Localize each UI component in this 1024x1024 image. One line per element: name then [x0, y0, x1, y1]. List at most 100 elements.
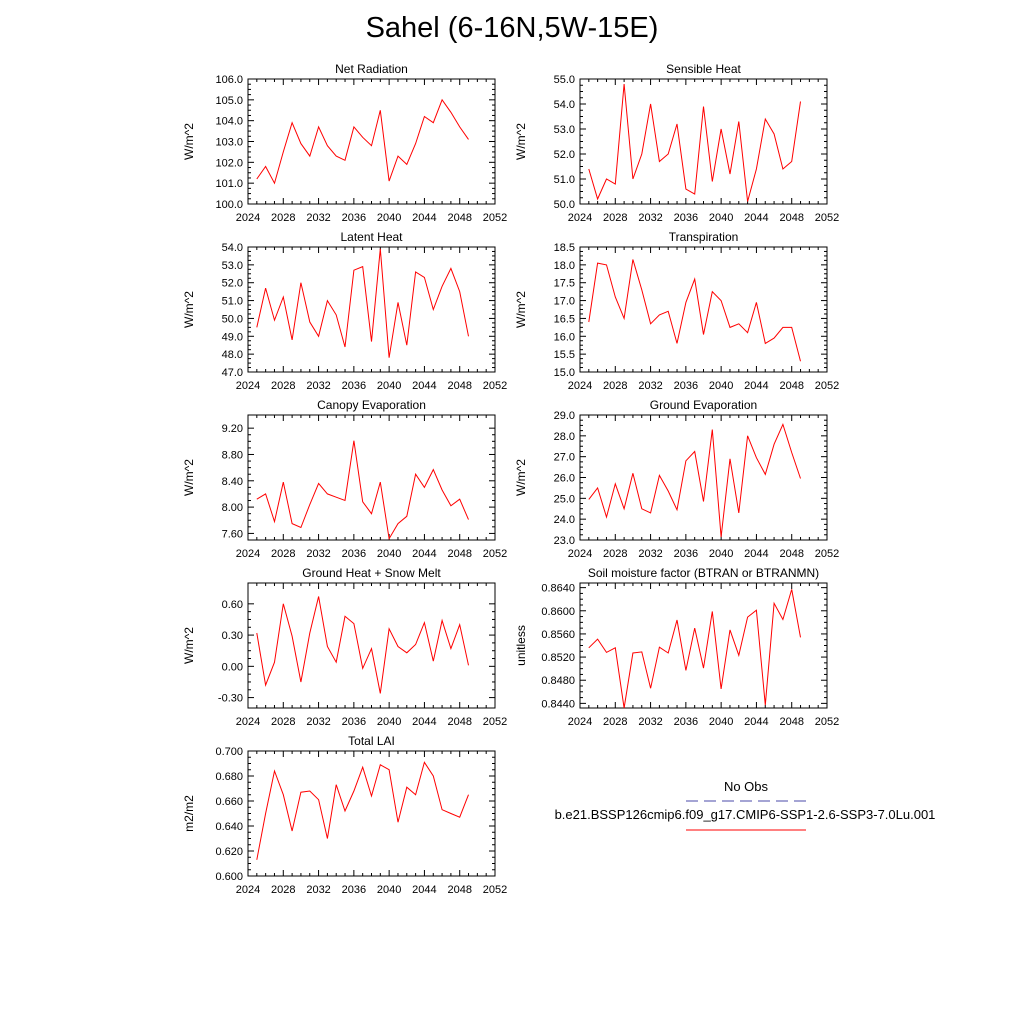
x-tick-label: 2052 [815, 380, 839, 392]
data-point [684, 459, 687, 462]
data-point [614, 296, 617, 299]
data-point [790, 588, 793, 591]
data-point [344, 499, 347, 502]
data-point [423, 115, 426, 118]
data-point [379, 692, 382, 695]
data-point [379, 109, 382, 112]
data-point [790, 326, 793, 329]
data-point [335, 313, 338, 316]
data-point [667, 153, 670, 156]
data-point [299, 791, 302, 794]
data-point [693, 450, 696, 453]
series-line [256, 248, 469, 358]
data-point [273, 770, 276, 773]
data-point [658, 474, 661, 477]
y-tick-label: 8.40 [222, 476, 243, 488]
y-tick-label: 0.620 [215, 846, 243, 858]
x-tick-label: 2024 [236, 716, 260, 728]
data-point [711, 610, 714, 613]
x-tick-label: 2048 [779, 548, 803, 560]
x-tick-label: 2028 [271, 380, 295, 392]
data-point [649, 103, 652, 106]
chart-panel-9: Total LAI m2/m2 2024 2028 2032 2036 2040 2044 20… [182, 734, 507, 896]
data-point [596, 638, 599, 641]
data-point [790, 160, 793, 163]
data-point [693, 193, 696, 196]
data-point [432, 468, 435, 471]
series-line [588, 589, 801, 709]
data-point [702, 105, 705, 108]
data-point [711, 290, 714, 293]
data-point [432, 308, 435, 311]
x-tick-label: 2036 [674, 548, 698, 560]
panel-title: Transpiration [669, 230, 739, 244]
x-tick-label: 2048 [447, 548, 471, 560]
x-tick-label: 2052 [815, 212, 839, 224]
data-point [658, 646, 661, 649]
y-tick-label: 18.0 [554, 260, 575, 272]
data-point [720, 687, 723, 690]
data-point [414, 473, 417, 476]
x-tick-label: 2044 [744, 716, 768, 728]
chart-panel-4: Transpiration W/m^2 2024 2028 2032 2036 2040 20… [514, 230, 839, 392]
data-point [264, 812, 267, 815]
data-point [352, 790, 355, 793]
data-point [728, 457, 731, 460]
data-point [711, 180, 714, 183]
x-tick-label: 2048 [447, 380, 471, 392]
y-tick-label: 55.0 [554, 74, 575, 86]
data-point [308, 321, 311, 324]
data-point [326, 492, 329, 495]
data-point [361, 500, 364, 503]
data-point [467, 664, 470, 667]
data-point [720, 535, 723, 538]
y-tick-label: 54.0 [554, 99, 575, 111]
x-tick-label: 2048 [779, 212, 803, 224]
data-point [352, 622, 355, 625]
data-point [458, 125, 461, 128]
data-point [388, 356, 391, 359]
data-point [441, 619, 444, 622]
data-point [308, 790, 311, 793]
y-axis-label: W/m^2 [182, 627, 196, 664]
data-point [335, 155, 338, 158]
y-tick-label: 8.80 [222, 449, 243, 461]
x-tick-label: 2032 [306, 548, 330, 560]
y-tick-label: 8.00 [222, 502, 243, 514]
data-point [326, 299, 329, 302]
data-point [414, 643, 417, 646]
y-tick-label: 9.20 [222, 423, 243, 435]
y-tick-label: 50.0 [222, 313, 243, 325]
x-tick-label: 2048 [447, 212, 471, 224]
panel-title: Canopy Evaporation [317, 398, 426, 412]
x-tick-label: 2036 [342, 212, 366, 224]
data-point [255, 326, 258, 329]
x-tick-label: 2036 [342, 716, 366, 728]
y-axis-label: W/m^2 [514, 459, 528, 496]
x-tick-label: 2028 [271, 548, 295, 560]
x-tick-label: 2052 [815, 716, 839, 728]
data-point [649, 511, 652, 514]
y-tick-label: 0.8640 [541, 583, 575, 595]
data-point [702, 667, 705, 670]
plot-frame [247, 582, 496, 709]
data-point [317, 125, 320, 128]
data-point [737, 120, 740, 123]
data-point [799, 360, 802, 363]
x-tick-label: 2036 [674, 380, 698, 392]
data-point [458, 290, 461, 293]
data-point [596, 262, 599, 265]
x-tick-label: 2040 [709, 716, 733, 728]
data-point [326, 645, 329, 648]
y-axis-label: W/m^2 [514, 123, 528, 160]
y-tick-label: 0.8600 [541, 606, 575, 618]
x-tick-label: 2036 [342, 884, 366, 896]
x-tick-label: 2040 [709, 548, 733, 560]
x-tick-label: 2052 [483, 548, 507, 560]
data-point [728, 326, 731, 329]
data-point [640, 288, 643, 291]
plot-frame [247, 414, 496, 541]
y-tick-label: 106.0 [215, 74, 243, 86]
data-point [667, 652, 670, 655]
data-point [449, 267, 452, 270]
